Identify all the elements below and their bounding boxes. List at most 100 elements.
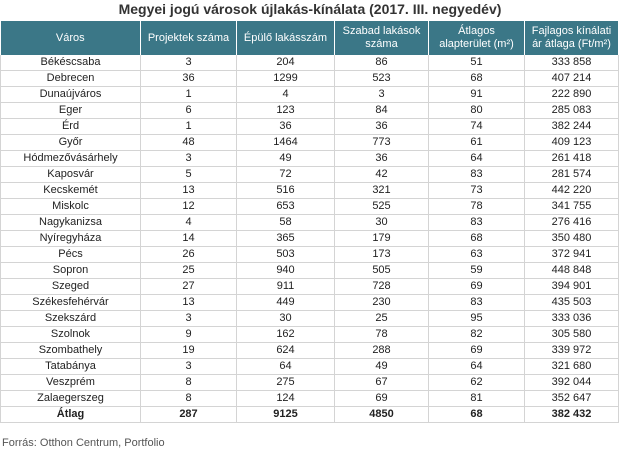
table-cell: 69 [334, 390, 429, 407]
table-cell: 80 [428, 102, 525, 119]
table-cell: 448 848 [524, 262, 619, 279]
table-cell: 624 [236, 342, 335, 359]
table-row: Győr 48 1464 773 61 409 123 [0, 134, 619, 151]
table-cell: 392 044 [524, 374, 619, 391]
table-cell: 61 [428, 134, 525, 151]
table-cell: 82 [428, 326, 525, 343]
header-cell: Fajlagos kínálati ár átlaga (Ft/m²) [524, 21, 619, 55]
table-row: Tatabánya 3 64 49 64 321 680 [0, 358, 619, 375]
table-row: Szekszárd 3 30 25 95 333 036 [0, 310, 619, 327]
table-cell: 352 647 [524, 390, 619, 407]
table-cell: 350 480 [524, 230, 619, 247]
table-cell: Eger [0, 102, 141, 119]
table-cell: Békéscsaba [0, 55, 141, 71]
table-cell: 13 [140, 182, 237, 199]
average-cell: 68 [428, 406, 525, 423]
table-cell: Szombathely [0, 342, 141, 359]
average-cell: 9125 [236, 406, 335, 423]
table-cell: 281 574 [524, 166, 619, 183]
table-cell: 69 [428, 342, 525, 359]
table-cell: 179 [334, 230, 429, 247]
table-cell: Szolnok [0, 326, 141, 343]
table-cell: 4 [236, 86, 335, 103]
table-cell: 339 972 [524, 342, 619, 359]
table-cell: 333 858 [524, 55, 619, 71]
header-cell: Város [0, 21, 141, 55]
table-cell: 36 [334, 118, 429, 135]
average-cell: 4850 [334, 406, 429, 423]
table-row: Kaposvár 5 72 42 83 281 574 [0, 166, 619, 183]
table-cell: 261 418 [524, 150, 619, 167]
table-row: Hódmezővásárhely 3 49 36 64 261 418 [0, 150, 619, 167]
table-cell: 365 [236, 230, 335, 247]
table-cell: 30 [236, 310, 335, 327]
header-cell: Projektek száma [140, 21, 237, 55]
table-cell: 1464 [236, 134, 335, 151]
table-cell: 276 416 [524, 214, 619, 231]
table-cell: 305 580 [524, 326, 619, 343]
table-cell: 773 [334, 134, 429, 151]
table-cell: 321 [334, 182, 429, 199]
table-cell: Zalaegerszeg [0, 390, 141, 407]
table-row: Székesfehérvár 13 449 230 83 435 503 [0, 294, 619, 311]
table-cell: 68 [428, 230, 525, 247]
table-cell: 372 941 [524, 246, 619, 263]
table-cell: 81 [428, 390, 525, 407]
table-cell: Győr [0, 134, 141, 151]
table-cell: 69 [428, 278, 525, 295]
table-cell: 3 [140, 150, 237, 167]
table-cell: 285 083 [524, 102, 619, 119]
table-cell: 3 [334, 86, 429, 103]
table-cell: 222 890 [524, 86, 619, 103]
table-cell: 8 [140, 390, 237, 407]
table-cell: 5 [140, 166, 237, 183]
table-cell: 3 [140, 310, 237, 327]
table-cell: Dunaújváros [0, 86, 141, 103]
table-cell: Kaposvár [0, 166, 141, 183]
table-cell: 12 [140, 198, 237, 215]
average-cell: 382 432 [524, 406, 619, 423]
table-cell: 26 [140, 246, 237, 263]
table-cell: 13 [140, 294, 237, 311]
table-row: Nagykanizsa 4 58 30 83 276 416 [0, 214, 619, 231]
table-cell: 86 [334, 55, 429, 71]
table-row: Debrecen 36 1299 523 68 407 214 [0, 70, 619, 87]
table-cell: 407 214 [524, 70, 619, 87]
table-row: Szombathely 19 624 288 69 339 972 [0, 342, 619, 359]
table-cell: Szekszárd [0, 310, 141, 327]
table-cell: 523 [334, 70, 429, 87]
table-row: Szolnok 9 162 78 82 305 580 [0, 326, 619, 343]
table-cell: 9 [140, 326, 237, 343]
table-cell: 48 [140, 134, 237, 151]
table-cell: 78 [428, 198, 525, 215]
table-cell: 516 [236, 182, 335, 199]
table-cell: Hódmezővásárhely [0, 150, 141, 167]
table-cell: 409 123 [524, 134, 619, 151]
table-cell: 19 [140, 342, 237, 359]
table-cell: 333 036 [524, 310, 619, 327]
table-row: Dunaújváros 1 4 3 91 222 890 [0, 86, 619, 103]
table-cell: 64 [428, 358, 525, 375]
average-cell: 287 [140, 406, 237, 423]
average-cell: Átlag [0, 406, 141, 423]
table-cell: 14 [140, 230, 237, 247]
table-cell: 341 755 [524, 198, 619, 215]
table-cell: 123 [236, 102, 335, 119]
table-cell: 67 [334, 374, 429, 391]
table-cell: 62 [428, 374, 525, 391]
table-cell: Kecskemét [0, 182, 141, 199]
table-cell: 74 [428, 118, 525, 135]
table-title: Megyei jogú városok újlakás-kínálata (20… [118, 1, 502, 17]
table-cell: 36 [140, 70, 237, 87]
table-cell: 68 [428, 70, 525, 87]
table-cell: Tatabánya [0, 358, 141, 375]
table-cell: 394 901 [524, 278, 619, 295]
table-cell: 1299 [236, 70, 335, 87]
table-cell: Veszprém [0, 374, 141, 391]
table-cell: Nyíregyháza [0, 230, 141, 247]
table-cell: 525 [334, 198, 429, 215]
table-cell: 911 [236, 278, 335, 295]
table-cell: 42 [334, 166, 429, 183]
table-cell: 1 [140, 118, 237, 135]
